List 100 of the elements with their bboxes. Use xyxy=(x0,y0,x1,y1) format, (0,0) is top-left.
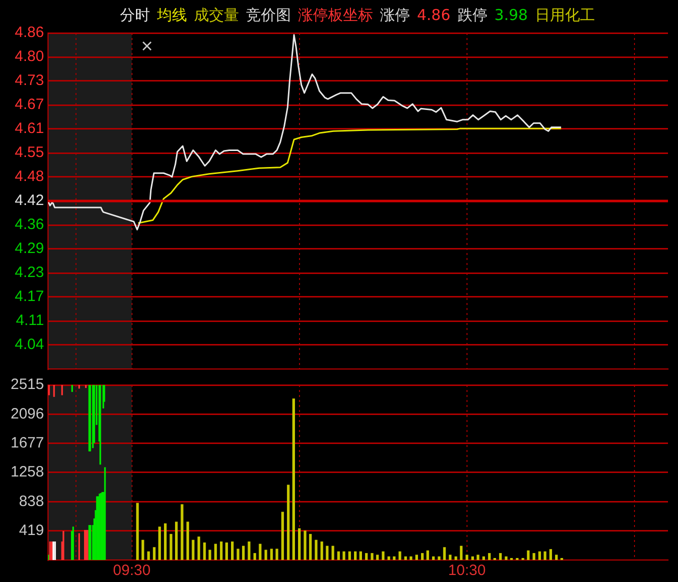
y-tick-label: 1677 xyxy=(10,434,44,452)
bar xyxy=(504,556,508,560)
bar xyxy=(248,542,250,560)
y-tick-label: 2515 xyxy=(10,376,44,394)
bar xyxy=(438,556,440,560)
bar xyxy=(421,553,424,560)
x-tick-label: 09:30 xyxy=(113,562,151,580)
bar xyxy=(544,551,546,560)
bar xyxy=(180,504,184,560)
bar xyxy=(320,542,324,560)
bar xyxy=(225,542,228,560)
bar xyxy=(197,536,200,560)
bar xyxy=(298,528,301,560)
bar xyxy=(404,556,407,560)
y-tick-label: 4.48 xyxy=(14,168,44,186)
bar xyxy=(532,553,536,560)
bar xyxy=(526,550,530,560)
bar xyxy=(186,522,190,560)
text: 分时 xyxy=(120,6,150,24)
bar xyxy=(253,553,256,560)
bar xyxy=(264,550,268,560)
bar xyxy=(471,556,474,560)
text: 跌停 xyxy=(457,6,488,24)
bar xyxy=(337,551,340,560)
bar xyxy=(382,551,384,560)
y-tick-label: 4.73 xyxy=(14,72,44,90)
bar xyxy=(158,526,161,560)
y-tick-label: 4.80 xyxy=(14,48,44,66)
y-tick-label: 4.17 xyxy=(14,288,44,306)
bar xyxy=(292,398,295,560)
bar xyxy=(147,551,150,560)
bar xyxy=(230,542,234,560)
bar xyxy=(208,550,212,560)
bar xyxy=(242,546,245,560)
y-tick-label: 419 xyxy=(18,522,44,539)
y-tick-label: 4.04 xyxy=(14,336,44,354)
bar xyxy=(488,553,491,560)
bar xyxy=(342,551,346,560)
y-tick-label: 4.61 xyxy=(14,120,44,138)
bar xyxy=(354,551,357,560)
bar xyxy=(549,549,552,560)
bar xyxy=(392,556,396,560)
bar xyxy=(152,547,156,560)
bar xyxy=(499,553,502,560)
bar xyxy=(376,554,379,560)
bar xyxy=(388,556,390,560)
bar xyxy=(398,551,402,560)
y-tick-label: 4.55 xyxy=(14,144,44,162)
bar xyxy=(142,540,144,560)
y-tick-label: 4.36 xyxy=(14,216,44,234)
bar xyxy=(348,551,351,560)
bar xyxy=(454,556,458,560)
x-tick-label: 10:30 xyxy=(448,562,486,580)
bar xyxy=(136,502,139,560)
bar xyxy=(270,548,273,560)
y-tick-label: 4.23 xyxy=(14,264,44,282)
text: 日用化工 xyxy=(534,6,595,24)
bar xyxy=(426,550,430,560)
bar xyxy=(164,523,167,560)
bar xyxy=(460,546,463,560)
bar xyxy=(370,553,374,560)
bar xyxy=(281,512,284,560)
text: 成交量 xyxy=(194,6,239,24)
bar xyxy=(276,548,278,560)
y-tick-label: 4.86 xyxy=(14,24,44,42)
y-tick-label: 4.67 xyxy=(14,96,44,114)
text: 均线 xyxy=(157,6,187,24)
bar xyxy=(304,530,306,560)
bar xyxy=(286,484,290,560)
bar xyxy=(309,534,312,560)
text: 涨停 xyxy=(380,6,410,24)
text: 涨停板坐标 xyxy=(298,6,373,24)
bar xyxy=(448,554,452,560)
text: 3.98 xyxy=(494,6,528,24)
bar xyxy=(203,542,206,560)
bar xyxy=(365,553,368,560)
bar xyxy=(236,548,240,560)
bar xyxy=(314,540,318,560)
bar xyxy=(466,554,468,560)
bar xyxy=(410,556,412,560)
y-tick-label: 2096 xyxy=(10,405,44,422)
bar xyxy=(482,556,486,560)
y-tick-label: 4.29 xyxy=(14,240,44,258)
bar xyxy=(170,534,172,560)
bar xyxy=(175,522,178,560)
y-tick-label: 1258 xyxy=(10,464,44,481)
y-tick-label: 838 xyxy=(18,492,44,510)
text: 4.86 xyxy=(417,6,450,24)
bar xyxy=(415,554,418,560)
bar xyxy=(443,547,446,560)
bar xyxy=(326,546,328,560)
y-tick-label: 4.42 xyxy=(14,192,44,210)
y-tick-label: 4.11 xyxy=(16,312,44,330)
bar xyxy=(214,544,217,560)
text: 竞价图 xyxy=(246,6,291,24)
bar xyxy=(538,551,541,560)
bar xyxy=(192,540,194,560)
bar xyxy=(332,546,334,560)
bar xyxy=(258,544,262,560)
bar xyxy=(432,556,435,560)
